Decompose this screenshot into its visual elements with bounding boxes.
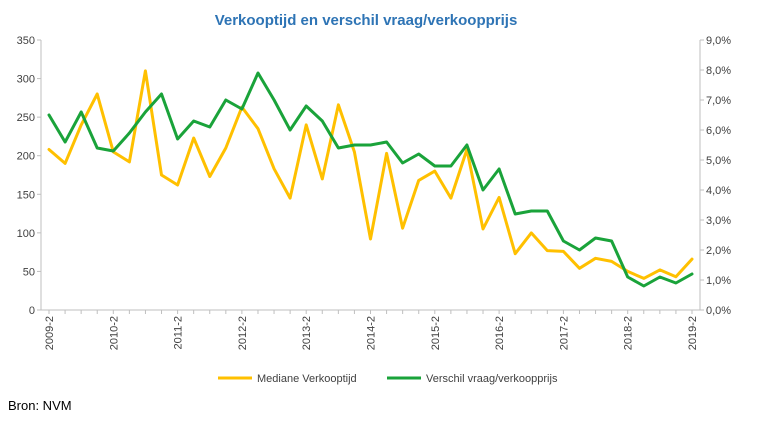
legend-label-verschil-vraag-verkoopprijs: Verschil vraag/verkoopprijs <box>426 373 558 385</box>
x-tick-label: 2011-2 <box>173 316 185 349</box>
y-right-tick-label: 8,0% <box>706 65 731 77</box>
chart-title: Verkooptijd en verschil vraag/verkooppri… <box>215 12 518 29</box>
series-line-verschil-vraag-verkoopprijs <box>47 71 694 288</box>
x-tick-label: 2016-2 <box>494 316 506 350</box>
x-tick-label: 2014-2 <box>366 316 378 350</box>
legend-label-mediane-verkooptijd: Mediane Verkooptijd <box>257 373 357 385</box>
y-left-tick-label: 250 <box>17 112 35 124</box>
x-tick-label: 2013-2 <box>301 316 313 350</box>
y-right-tick-label: 1,0% <box>706 275 731 287</box>
y-left-tick-label: 100 <box>17 228 35 240</box>
y-left-tick-label: 350 <box>17 35 35 47</box>
chart-legend: Mediane Verkooptijd Verschil vraag/verko… <box>218 373 558 385</box>
y-left-tick-label: 200 <box>17 151 35 163</box>
y-right-tick-label: 7,0% <box>706 95 731 107</box>
y-right-tick-label: 9,0% <box>706 35 731 47</box>
chart-axes: 0 50 100 150 200 250 300 350 0,0% 1,0% 2,0% 3,0% 4,0… <box>17 35 732 350</box>
y-right-tick-label: 4,0% <box>706 185 731 197</box>
y-left-tick-label: 0 <box>29 305 35 317</box>
x-tick-label: 2009-2 <box>44 316 56 350</box>
y-right-tick-label: 0,0% <box>706 305 731 317</box>
x-tick-label: 2018-2 <box>623 316 635 350</box>
x-tick-label: 2010-2 <box>108 316 120 350</box>
y-left-tick-label: 50 <box>23 266 35 278</box>
chart-series <box>47 69 694 288</box>
y-right-tick-label: 5,0% <box>706 155 731 167</box>
x-tick-label: 2012-2 <box>237 316 249 350</box>
y-right-tick-label: 2,0% <box>706 245 731 257</box>
y-left-tick-label: 300 <box>17 74 35 86</box>
series-line-mediane-verkooptijd <box>47 69 694 280</box>
x-tick-label: 2015-2 <box>430 316 442 350</box>
y-left-tick-label: 150 <box>17 189 35 201</box>
x-tick-label: 2017-2 <box>558 316 570 350</box>
y-right-tick-label: 3,0% <box>706 215 731 227</box>
y-right-tick-label: 6,0% <box>706 125 731 137</box>
x-tick-label: 2019-2 <box>687 316 699 350</box>
source-label: Bron: NVM <box>8 398 72 413</box>
